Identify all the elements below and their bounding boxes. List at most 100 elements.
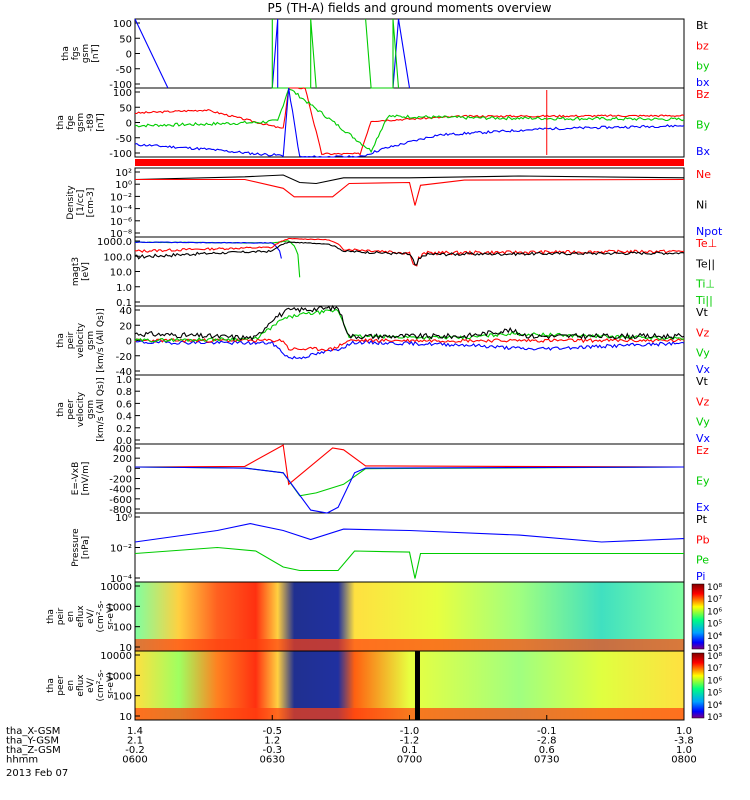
y-tick-label: 20 <box>119 321 132 332</box>
y-tick-label: 10000 <box>100 651 132 662</box>
x-row-value: 0800 <box>671 755 696 766</box>
y-tick-label: 10⁻⁴ <box>110 574 132 585</box>
series-bx <box>134 18 169 89</box>
y-axis-label-line: [eV] <box>81 262 91 281</box>
series-by <box>271 18 317 89</box>
x-row-value: 1.0 <box>676 726 692 737</box>
y-axis-label-line: sr-eV) <box>106 603 116 629</box>
y-tick-label: 0 <box>126 119 132 130</box>
y-axis-label-line: eflux <box>76 605 86 628</box>
y-axis-label-line: tha <box>46 678 56 693</box>
y-axis-label-line: [nPa] <box>81 536 91 559</box>
y-tick-label: 10 <box>119 712 132 723</box>
y-axis-label-line: E=-VxB <box>71 462 81 496</box>
series-bx-2 <box>271 18 279 89</box>
series-Pi <box>134 523 685 543</box>
y-axis-label-line: velocity <box>76 391 86 427</box>
panel-frame-peir_vel <box>134 305 685 376</box>
y-tick-label: 1000 <box>107 671 132 682</box>
spectrogram-lowband <box>135 639 684 651</box>
y-tick-label: 1000 <box>107 602 132 613</box>
data-gap-bar <box>414 651 420 720</box>
y-tick-label: 0 <box>126 337 132 348</box>
y-tick-label: 10⁰ <box>115 513 132 524</box>
y-axis-label-line: [nT] <box>91 44 101 62</box>
legend-Ni: Ni <box>696 199 707 212</box>
y-tick-label: 10⁻² <box>110 544 132 555</box>
colorbar-tick: 10³ <box>707 713 722 723</box>
x-row-value: 1.0 <box>676 745 692 756</box>
series-Ni <box>134 174 685 185</box>
colorbar-tick: 10⁸ <box>707 583 722 593</box>
y-axis-label-line: (cm²-s- <box>96 600 106 632</box>
legend-Ti||: Ti|| <box>695 294 713 307</box>
y-axis-label-line: gsm <box>76 113 86 132</box>
y-axis-label-line: eV/ <box>86 608 96 624</box>
y-axis-label-pressure: Pressure [nPa] <box>71 528 91 567</box>
date-label: 2013 Feb 07 <box>6 768 68 779</box>
legend-Vx: Vx <box>696 432 711 445</box>
colorbar-tick: 10³ <box>707 644 722 654</box>
series-bx-3 <box>392 18 411 89</box>
y-tick-label: -800 <box>109 505 132 516</box>
y-axis-label-fge: tha fge gsm -t89 [nT] <box>56 113 106 132</box>
y-axis-label-efield: E=-VxB [mV/m] <box>71 462 91 496</box>
y-axis-label-line: Density <box>66 185 76 220</box>
y-tick-label: 100 <box>113 19 132 30</box>
y-axis-label-line: [mV/m] <box>81 462 91 496</box>
y-tick-label: -200 <box>109 475 132 486</box>
figure-title: P5 (TH-A) fields and ground moments over… <box>267 1 552 15</box>
legend-Bt: Bt <box>696 19 709 32</box>
y-axis-label-density: Density [1/cc] [cm-3] <box>66 185 96 220</box>
series-Ti-perp <box>134 241 282 259</box>
y-axis-label-line: tha <box>56 115 66 130</box>
x-row-value: -0.5 <box>262 726 282 737</box>
y-axis-label-line: peer <box>56 675 66 696</box>
panel-frame-efield <box>134 443 685 514</box>
y-tick-label: 400 <box>113 444 132 455</box>
legend-Bx: Bx <box>696 145 711 158</box>
legend-Vt: Vt <box>696 375 709 388</box>
y-axis-label-line: fgs <box>71 46 81 60</box>
colorbar-tick: 10⁵ <box>707 620 722 630</box>
y-axis-label-line: tha <box>56 333 66 348</box>
legend-Pi: Pi <box>696 570 705 583</box>
y-tick-label: 10⁻⁶ <box>110 217 132 228</box>
panel-frame-fgs <box>134 18 685 89</box>
orbit-bar <box>135 159 684 166</box>
x-row-value: -0.1 <box>537 726 557 737</box>
y-axis-label-line: peir <box>56 607 66 625</box>
y-axis-label-line: velocity <box>76 322 86 358</box>
colorbar-tick: 10⁶ <box>707 676 722 686</box>
y-tick-label: -600 <box>109 495 132 506</box>
y-axis-label-line: eflux <box>76 674 86 697</box>
y-axis-label-fgs: tha fgs gsm [nT] <box>61 44 101 63</box>
legend-Vt: Vt <box>696 306 709 319</box>
y-axis-label-line: tha <box>61 46 71 61</box>
y-tick-label: 100.0 <box>103 252 132 263</box>
y-tick-label: 50 <box>119 103 132 114</box>
legend-by: by <box>696 60 710 73</box>
legend-Vx: Vx <box>696 363 711 376</box>
colorbar-tick: 10⁵ <box>707 689 722 699</box>
x-row-value: 0730 <box>534 755 559 766</box>
series-Pe <box>134 546 684 579</box>
y-tick-label: 0 <box>126 464 132 475</box>
y-axis-label-line: magt3 <box>71 257 81 286</box>
y-tick-label: -400 <box>109 485 132 496</box>
x-row-value: -0.3 <box>262 745 282 756</box>
y-tick-label: 10² <box>115 168 132 179</box>
series-By <box>134 88 685 154</box>
y-axis-label-line: -t89 <box>86 113 96 132</box>
y-axis-label-line: en <box>66 611 76 622</box>
y-tick-label: 0.1 <box>116 298 132 309</box>
y-axis-label-line: peer <box>66 399 76 420</box>
y-tick-label: 100 <box>113 692 132 703</box>
x-row-value: -3.8 <box>674 736 694 747</box>
legend-Npot: Npot <box>696 225 723 238</box>
legend-Ne: Ne <box>696 168 711 181</box>
x-row-value: 0630 <box>260 755 285 766</box>
legend-Pt: Pt <box>696 513 708 526</box>
legend-Bz: Bz <box>696 88 710 101</box>
